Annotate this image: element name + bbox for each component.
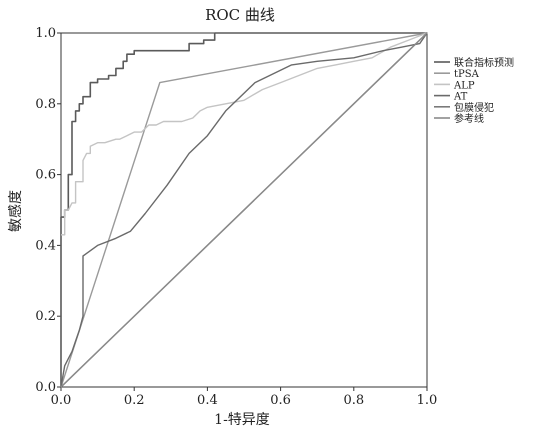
x-tick-label: 0.0 (51, 393, 72, 408)
x-tick-label: 1.0 (417, 393, 438, 408)
y-tick-label: 0.2 (35, 309, 56, 324)
x-tick-label: 0.6 (270, 393, 291, 408)
legend-label: AT (453, 92, 468, 103)
legend-label: tPSA (454, 69, 480, 80)
legend-label: ALP (453, 80, 475, 91)
y-tick-label: 0.4 (35, 238, 56, 253)
y-tick-label: 0.0 (35, 380, 56, 395)
series-line-0 (60, 32, 427, 387)
y-axis-label: 敏感度 (7, 190, 24, 232)
series-line-1 (60, 32, 428, 388)
y-tick-label: 0.8 (35, 97, 56, 112)
x-tick-label: 0.8 (343, 393, 364, 408)
series-line-3 (60, 32, 428, 388)
legend-label: 包膜侵犯 (454, 101, 494, 114)
y-tick-label: 0.6 (35, 168, 56, 183)
x-axis-label: 1-特异度 (214, 412, 270, 428)
series-line-5 (60, 32, 428, 388)
x-tick-label: 0.2 (124, 393, 145, 408)
x-tick-label: 0.4 (197, 393, 218, 408)
legend-label: 联合指标预测 (454, 56, 514, 69)
series-line-2 (61, 32, 428, 236)
chart-title: ROC 曲线 (205, 6, 275, 24)
legend-label: 参考线 (454, 112, 484, 125)
y-tick-label: 1.0 (35, 26, 56, 41)
plot-area: 0.0 0.2 0.4 0.6 0.8 1.0 0.0 0.2 0.4 0.6 0.8 1.0 (35, 26, 437, 408)
